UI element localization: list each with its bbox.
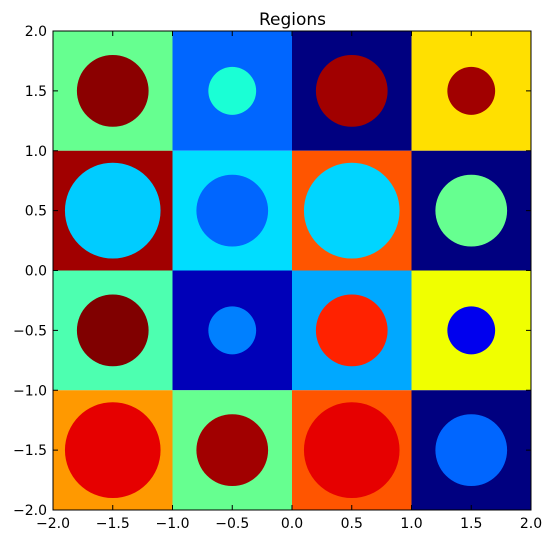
x-tick-label: 0.5 xyxy=(341,516,363,532)
y-tick-label: −1.5 xyxy=(13,443,47,459)
chart-title: Regions xyxy=(259,10,326,30)
region-circle xyxy=(76,294,149,367)
region-circle xyxy=(208,66,257,115)
x-tick-label: −0.5 xyxy=(215,516,249,532)
y-tick-label: 1.5 xyxy=(25,84,47,100)
region-circle xyxy=(303,402,400,499)
region-circle xyxy=(76,54,149,127)
region-circle xyxy=(196,174,269,247)
y-tick-label: 0.0 xyxy=(25,264,47,280)
x-tick-label: −2.0 xyxy=(36,516,70,532)
x-tick-label: 0.0 xyxy=(281,516,303,532)
x-tick-label: 1.5 xyxy=(460,516,482,532)
region-circle xyxy=(208,306,257,355)
ticks-layer: −2.0 −1.5 −1.0 −0.5 0.0 0.5 1.0 1.5 2.0 −2.0 −1.5 −… xyxy=(13,24,542,532)
region-circle xyxy=(64,402,161,499)
cells-layer xyxy=(53,31,531,510)
y-tick-label: −2.0 xyxy=(13,503,47,519)
y-tick-label: −1.0 xyxy=(13,383,47,399)
y-tick-label: 1.0 xyxy=(25,144,47,160)
x-tick-label: −1.0 xyxy=(156,516,190,532)
region-circle xyxy=(435,414,508,487)
region-circle xyxy=(303,162,400,259)
y-tick-label: 2.0 xyxy=(25,24,47,40)
region-circle xyxy=(64,162,161,259)
plot-frame xyxy=(52,30,532,511)
x-tick-label: 2.0 xyxy=(520,516,542,532)
x-tick-label: −1.5 xyxy=(96,516,130,532)
region-circle xyxy=(315,54,388,127)
region-circle xyxy=(315,294,388,367)
y-tick-label: 0.5 xyxy=(25,204,47,220)
region-circle xyxy=(447,306,496,355)
region-circle xyxy=(447,66,496,115)
region-circle xyxy=(435,174,508,247)
region-circle xyxy=(196,414,269,487)
x-tick-label: 1.0 xyxy=(400,516,422,532)
y-tick-label: −0.5 xyxy=(13,323,47,339)
